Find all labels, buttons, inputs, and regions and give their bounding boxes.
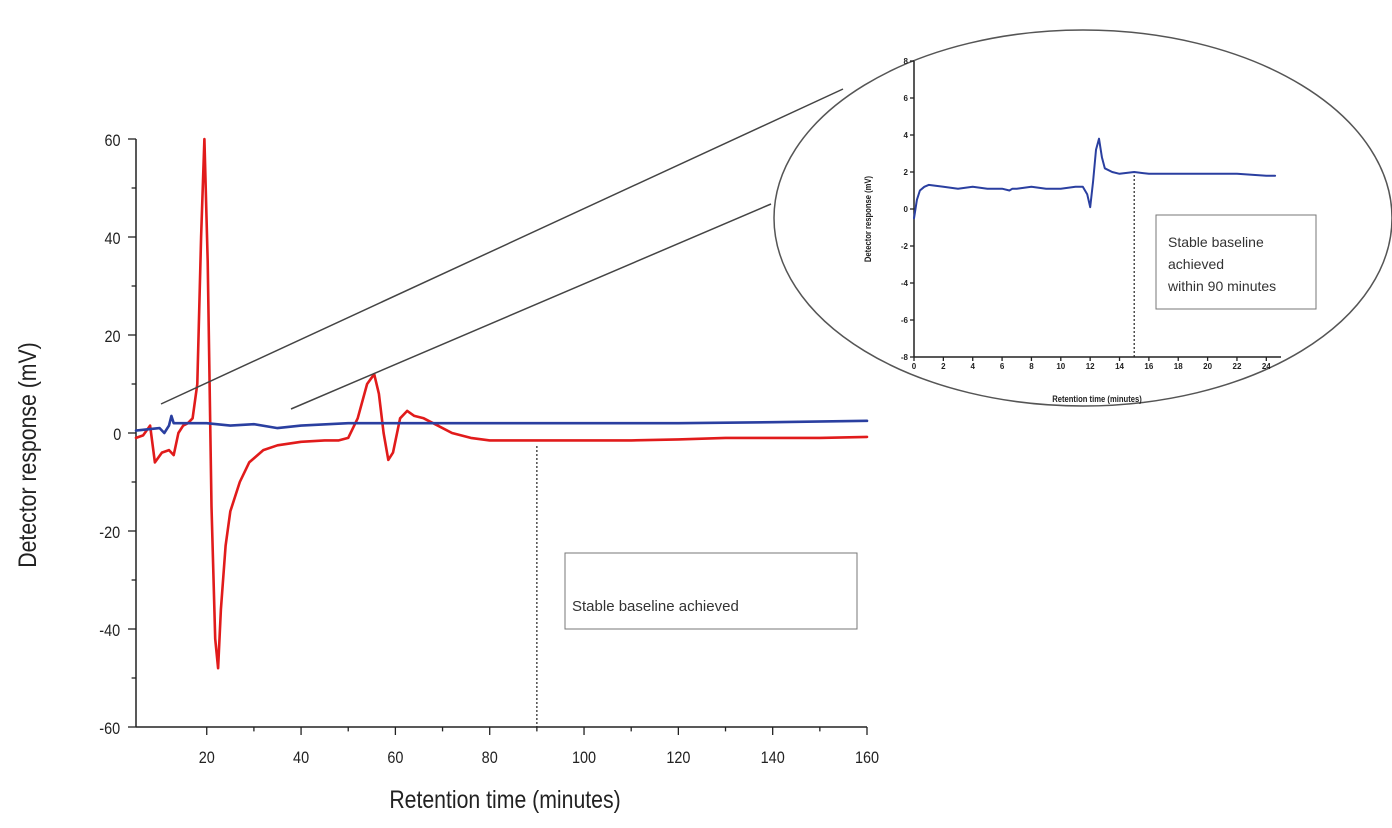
inset-annotation-line-1: Stable baseline — [1168, 234, 1264, 250]
inset-y-tick-label: 8 — [904, 57, 909, 66]
inset-y-tick-label: -2 — [901, 242, 909, 251]
main-x-tick-label: 60 — [387, 749, 403, 767]
inset-x-tick-label: 18 — [1174, 362, 1183, 371]
inset-annotation-text: Stable baseline achieved within 90 minut… — [1167, 234, 1276, 294]
main-x-axis-title: Retention time (minutes) — [389, 785, 620, 813]
inset-annotation: Stable baseline achieved within 90 minut… — [1155, 214, 1317, 310]
inset-series — [913, 137, 1277, 220]
main-x-tick-label: 40 — [293, 749, 309, 767]
inset-y-tick-label: 0 — [904, 205, 909, 214]
main-y-tick-label: 0 — [113, 426, 121, 444]
inset-annotation-box — [1155, 214, 1317, 310]
inset-x-tick-label: 0 — [912, 362, 917, 371]
inset-x-tick-label: 20 — [1203, 362, 1212, 371]
main-y-tick-label: -20 — [99, 524, 120, 542]
inset-x-tick-label: 16 — [1144, 362, 1153, 371]
main-annotation-box — [564, 552, 858, 630]
inset-x-tick-label: 24 — [1262, 362, 1271, 371]
main-ticks: 20 40 60 80 100 120 140 160 60 40 20 0 -20 -40 -60 — [99, 132, 879, 767]
inset-x-tick-label: 14 — [1115, 362, 1124, 371]
main-annotation: Stable baseline achieved — [564, 552, 858, 630]
main-y-tick-label: 20 — [105, 328, 121, 346]
main-y-tick-label: 40 — [105, 230, 121, 248]
inset-x-tick-label: 6 — [1000, 362, 1005, 371]
main-y-tick-label: -40 — [99, 622, 120, 640]
inset-y-tick-label: -6 — [901, 316, 909, 325]
main-annotation-text: Stable baseline achieved — [572, 598, 739, 615]
zoom-connector-lower — [290, 203, 772, 410]
main-y-tick-label: 60 — [105, 132, 121, 150]
inset-y-tick-label: -8 — [901, 353, 909, 362]
main-x-tick-label: 100 — [572, 749, 596, 767]
inset-annotation-line-2: achieved — [1168, 256, 1224, 272]
main-y-tick-label: -60 — [99, 720, 120, 738]
main-series — [134, 137, 869, 670]
inset-x-tick-label: 8 — [1029, 362, 1034, 371]
inset-x-tick-label: 22 — [1233, 362, 1242, 371]
inset-x-tick-label: 12 — [1086, 362, 1095, 371]
main-axes — [135, 139, 867, 728]
inset-x-tick-label: 10 — [1056, 362, 1065, 371]
main-x-tick-label: 80 — [482, 749, 498, 767]
inset-y-tick-label: 4 — [904, 131, 909, 140]
zoom-connector-upper — [160, 88, 844, 405]
inset-y-tick-label: 6 — [904, 94, 909, 103]
inset-series-line-1 — [913, 137, 1277, 220]
inset-y-axis-title: Detector response (mV) — [862, 176, 873, 262]
main-chart: 20 40 60 80 100 120 140 160 60 40 20 0 -20 -40 -60 Ret… — [13, 132, 879, 813]
inset-magnifier-ellipse — [773, 29, 1392, 407]
inset-y-tick-label: -4 — [901, 279, 909, 288]
inset-annotation-line-3: within 90 minutes — [1167, 278, 1276, 294]
main-y-axis-title: Detector response (mV) — [13, 342, 41, 567]
main-series-line-2 — [134, 414, 869, 435]
main-x-tick-label: 160 — [855, 749, 879, 767]
main-x-tick-label: 120 — [666, 749, 690, 767]
main-x-tick-label: 20 — [199, 749, 215, 767]
main-x-tick-label: 140 — [761, 749, 785, 767]
inset-x-tick-label: 2 — [941, 362, 946, 371]
inset-x-tick-label: 4 — [970, 362, 975, 371]
inset-x-axis-title: Retention time (minutes) — [1052, 393, 1142, 404]
inset-y-tick-label: 2 — [904, 168, 909, 177]
